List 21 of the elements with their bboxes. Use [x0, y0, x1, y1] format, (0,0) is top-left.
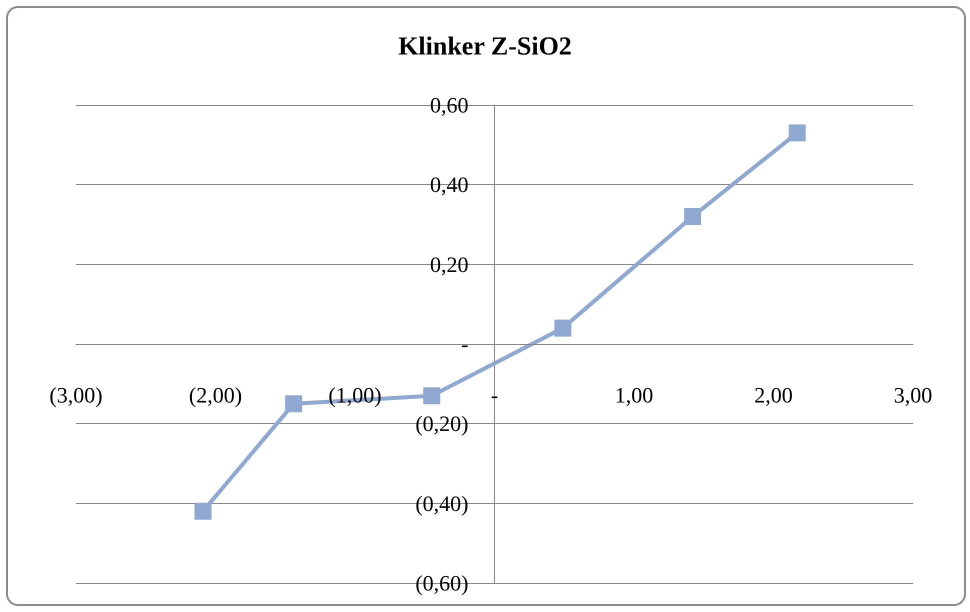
- x-tick-label: (1,00): [328, 382, 382, 408]
- y-tick-label: -: [461, 332, 468, 356]
- x-tick-label: (3,00): [49, 382, 103, 408]
- x-tick-label: -: [490, 382, 498, 408]
- y-tick-label: 0,60: [430, 92, 468, 118]
- point: [285, 395, 302, 412]
- chart-title: Klinker Z-SiO2: [398, 32, 572, 60]
- x-tick-label: (2,00): [188, 382, 242, 408]
- point: [684, 208, 702, 226]
- y-tick-label: 0,40: [430, 172, 468, 198]
- x-tick-label: 1,00: [614, 382, 654, 408]
- point: [788, 124, 806, 142]
- y-tick-label: 0,20: [430, 252, 468, 277]
- y-tick-label: (0,60): [415, 570, 468, 596]
- point: [194, 502, 212, 520]
- y-tick-label: (0,40): [415, 490, 468, 516]
- point: [423, 387, 440, 404]
- y-tick-label: (0,20): [415, 411, 468, 436]
- x-tick-label: 2,00: [754, 382, 793, 408]
- x-tick-label: 3,00: [894, 382, 932, 408]
- point: [554, 320, 572, 337]
